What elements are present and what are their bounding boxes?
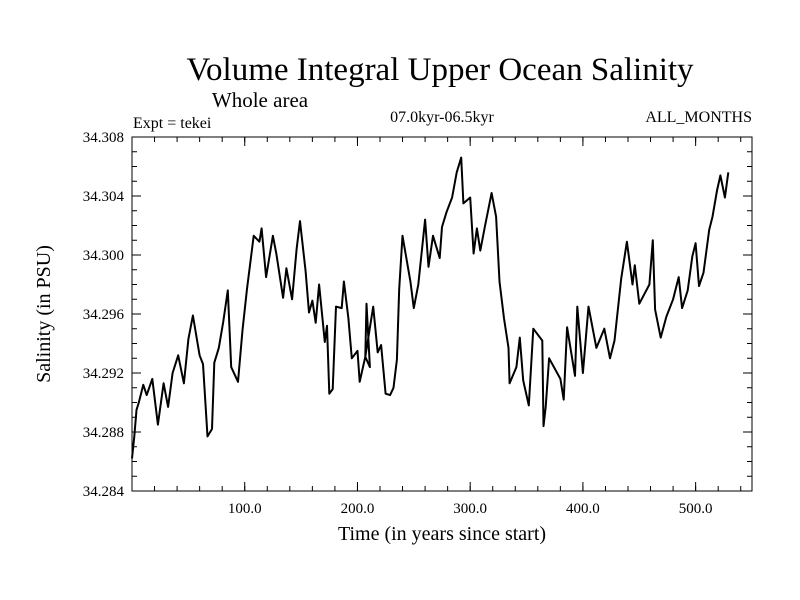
plot-frame [131, 136, 753, 492]
y-tick-label: 34.284 [83, 484, 125, 500]
y-tick-label: 34.304 [83, 189, 125, 205]
experiment-annotation: Expt = tekei [133, 115, 212, 132]
months-annotation: ALL_MONTHS [645, 109, 752, 126]
x-tick-label: 300.0 [453, 501, 487, 517]
x-tick-label: 200.0 [341, 501, 375, 517]
y-tick-label: 34.308 [83, 130, 124, 146]
time-range-annotation: 07.0kyr-06.5kyr [390, 109, 494, 126]
chart-title: Volume Integral Upper Ocean Salinity [186, 52, 694, 88]
y-tick-label: 34.296 [83, 307, 125, 323]
x-axis-ticks [154, 137, 742, 491]
y-tick-label: 34.288 [83, 425, 124, 441]
y-axis-ticks [132, 136, 752, 492]
chart-subtitle: Whole area [212, 88, 309, 112]
x-tick-label: 400.0 [566, 501, 600, 517]
y-axis-label: Salinity (in PSU) [33, 245, 55, 383]
y-tick-label: 34.300 [83, 248, 124, 264]
x-tick-label: 100.0 [228, 501, 262, 517]
x-tick-label: 500.0 [679, 501, 713, 517]
y-axis-tick-labels: 34.284 34.288 34.292 34.296 34.300 34.304 34.3… [83, 130, 125, 500]
x-axis-label: Time (in years since start) [338, 523, 546, 545]
salinity-series-line [131, 156, 730, 459]
y-tick-label: 34.292 [83, 366, 124, 382]
x-axis-tick-labels: 100.0 200.0 300.0 400.0 500.0 [228, 501, 713, 517]
